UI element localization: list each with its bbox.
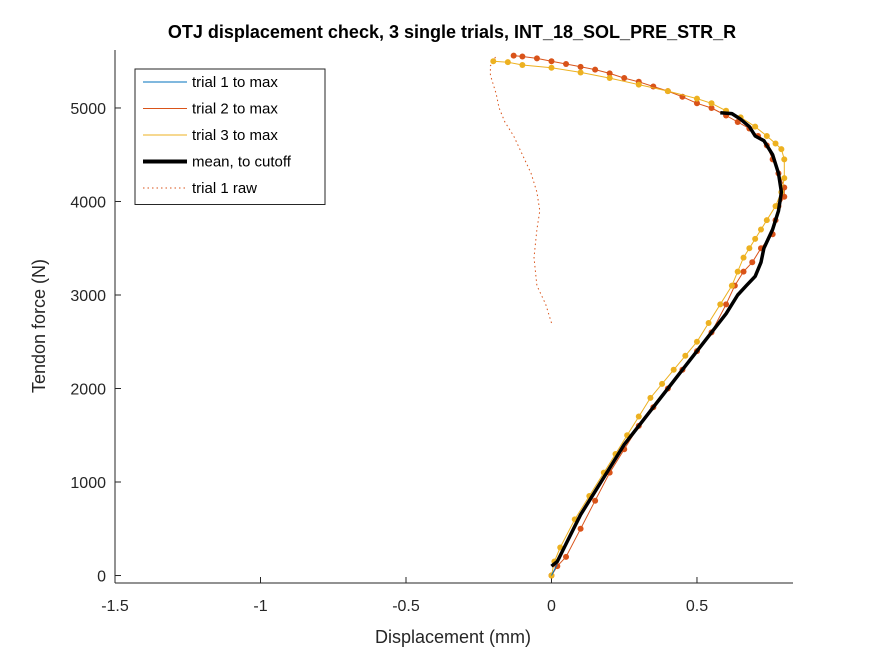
data-point-trial-2-to-max [740,268,747,275]
data-point-trial-3-to-max [772,203,779,210]
y-axis-label: Tendon force (N) [29,259,49,393]
data-point-trial-3-to-max [682,352,689,359]
x-tick-label: -1.5 [101,598,129,615]
data-point-trial-2-to-max [519,53,526,60]
data-point-trial-2-to-max [734,119,741,126]
data-point-trial-2-to-max [781,193,788,200]
data-point-trial-3-to-max [693,95,700,102]
data-point-trial-3-to-max [548,572,555,579]
data-point-trial-2-to-max [577,525,584,532]
data-point-trial-2-to-max [563,553,570,560]
data-point-trial-3-to-max [504,59,511,66]
data-point-trial-2-to-max [606,70,613,77]
data-point-trial-2-to-max [533,55,540,62]
data-point-trial-2-to-max [723,301,730,308]
legend-label: trial 1 to max [192,74,278,91]
legend-label: trial 1 raw [192,180,257,197]
series-line-trial-1-to-max [551,564,558,576]
data-point-trial-3-to-max [757,226,764,233]
data-point-trial-3-to-max [772,140,779,147]
x-tick-label: 0 [547,598,556,615]
data-point-trial-3-to-max [728,282,735,289]
legend-label: trial 2 to max [192,101,278,118]
data-point-trial-3-to-max [659,380,666,387]
data-point-trial-3-to-max [577,69,584,76]
y-tick-label: 1000 [70,475,106,492]
data-point-trial-3-to-max [752,235,759,242]
legend-label: trial 3 to max [192,127,278,144]
data-point-trial-3-to-max [746,245,753,252]
data-point-trial-3-to-max [778,146,785,153]
x-tick-label: 0.5 [686,598,708,615]
x-tick-label: -1 [253,598,267,615]
data-point-trial-2-to-max [592,497,599,504]
data-point-trial-3-to-max [708,100,715,107]
data-point-trial-3-to-max [781,156,788,163]
y-tick-label: 4000 [70,194,106,211]
data-point-trial-3-to-max [635,413,642,420]
data-point-trial-3-to-max [606,75,613,82]
x-tick-label: -0.5 [392,598,420,615]
series-line-mean-to-cutoff [550,110,784,568]
data-point-trial-3-to-max [734,268,741,275]
data-point-trial-3-to-max [781,175,788,182]
data-point-trial-3-to-max [548,64,555,71]
y-tick-label: 2000 [70,382,106,399]
data-point-trial-2-to-max [563,61,570,68]
legend-box [134,68,326,205]
y-tick-label: 0 [97,569,106,586]
data-point-trial-3-to-max [664,88,671,95]
data-point-trial-3-to-max [705,320,712,327]
plot-axes: -1.5 -1 -0.5 0 0.5 0 1000 2000 3000 4000 5000 [70,50,793,615]
legend-label: mean, to cutoff [192,154,292,171]
data-point-trial-3-to-max [635,81,642,88]
data-point-trial-2-to-max [577,63,584,70]
series-line-trial-1-raw [489,55,552,324]
data-point-trial-3-to-max [519,61,526,68]
data-point-trial-3-to-max [717,301,724,308]
y-tick-label: 5000 [70,101,106,118]
data-point-trial-2-to-max [749,259,756,266]
data-point-trial-2-to-max [592,66,599,73]
data-point-trial-3-to-max [763,133,770,140]
data-point-trial-3-to-max [670,366,677,373]
data-point-trial-3-to-max [490,58,497,65]
x-axis-label: Displacement (mm) [375,627,531,647]
y-tick-label: 3000 [70,288,106,305]
data-point-trial-2-to-max [510,52,517,59]
data-point-trial-2-to-max [548,58,555,65]
data-point-trial-3-to-max [693,338,700,345]
legend: trial 1 to max trial 2 to max trial 3 to m… [134,68,326,205]
chart-title: OTJ displacement check, 3 single trials,… [168,22,736,42]
series-layer [489,52,788,579]
data-point-trial-3-to-max [740,254,747,261]
data-point-trial-3-to-max [647,394,654,401]
data-point-trial-2-to-max [708,104,715,111]
data-point-trial-3-to-max [763,217,770,224]
data-point-trial-3-to-max [752,123,759,130]
data-point-trial-2-to-max [621,75,628,82]
data-point-trial-2-to-max [693,100,700,107]
